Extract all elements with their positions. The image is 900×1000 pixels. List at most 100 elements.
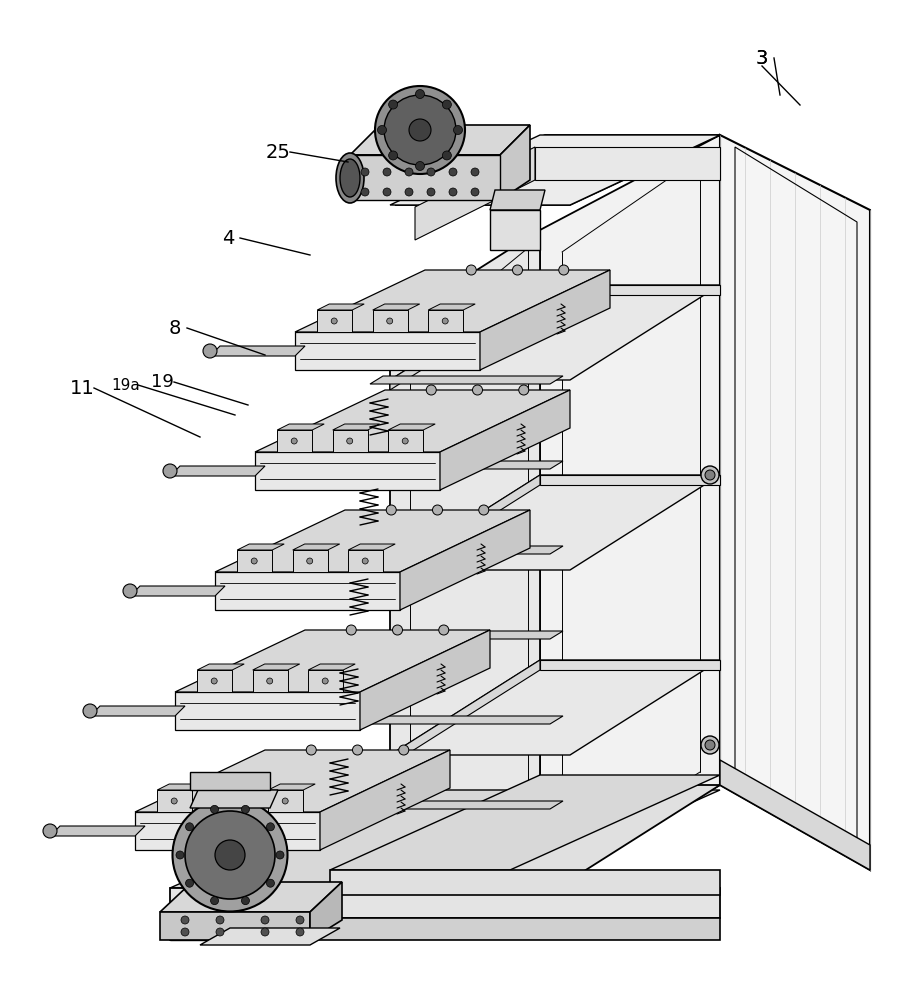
Circle shape [181, 916, 189, 924]
Circle shape [705, 740, 715, 750]
Polygon shape [308, 664, 356, 670]
Polygon shape [197, 664, 244, 670]
Polygon shape [428, 304, 475, 310]
Circle shape [261, 916, 269, 924]
Ellipse shape [340, 159, 360, 197]
Polygon shape [360, 630, 490, 730]
Ellipse shape [375, 86, 465, 174]
Polygon shape [90, 706, 185, 716]
Polygon shape [370, 546, 563, 554]
Circle shape [176, 851, 184, 859]
Circle shape [449, 168, 457, 176]
Polygon shape [333, 430, 368, 452]
Polygon shape [170, 888, 340, 918]
Ellipse shape [409, 119, 431, 141]
Circle shape [392, 625, 402, 635]
Polygon shape [268, 784, 315, 790]
Polygon shape [310, 882, 342, 940]
Circle shape [402, 438, 409, 444]
Polygon shape [320, 750, 450, 850]
Polygon shape [490, 210, 540, 250]
Circle shape [383, 188, 391, 196]
Circle shape [427, 188, 435, 196]
Circle shape [442, 318, 448, 324]
Circle shape [559, 265, 569, 275]
Text: 19a: 19a [112, 377, 140, 392]
Circle shape [466, 265, 476, 275]
Circle shape [389, 151, 398, 160]
Circle shape [212, 678, 217, 684]
Circle shape [416, 90, 425, 99]
Polygon shape [388, 424, 436, 430]
Polygon shape [370, 291, 563, 299]
Polygon shape [197, 670, 232, 692]
Polygon shape [210, 346, 305, 356]
Circle shape [203, 344, 217, 358]
Circle shape [443, 151, 452, 160]
Polygon shape [238, 544, 284, 550]
Circle shape [251, 558, 257, 564]
Circle shape [361, 188, 369, 196]
Circle shape [185, 879, 193, 887]
Circle shape [405, 188, 413, 196]
Polygon shape [388, 430, 423, 452]
Polygon shape [428, 310, 464, 332]
Polygon shape [277, 430, 312, 452]
Circle shape [472, 385, 482, 395]
Circle shape [705, 470, 715, 480]
Circle shape [241, 805, 249, 813]
Polygon shape [390, 660, 540, 765]
Polygon shape [373, 304, 419, 310]
Text: 3: 3 [756, 48, 769, 68]
Polygon shape [348, 544, 395, 550]
Polygon shape [370, 716, 563, 724]
Polygon shape [170, 466, 265, 476]
Circle shape [416, 161, 425, 170]
Circle shape [216, 916, 224, 924]
Circle shape [353, 745, 363, 755]
Polygon shape [390, 475, 720, 570]
Polygon shape [370, 376, 563, 384]
Polygon shape [440, 390, 570, 490]
Circle shape [296, 928, 304, 936]
Polygon shape [390, 135, 720, 205]
Polygon shape [317, 310, 352, 332]
Polygon shape [535, 147, 720, 180]
Text: 19: 19 [150, 373, 174, 391]
Ellipse shape [336, 153, 364, 203]
Polygon shape [255, 390, 570, 452]
Circle shape [701, 736, 719, 754]
Circle shape [266, 823, 274, 831]
Polygon shape [330, 870, 720, 895]
Polygon shape [390, 475, 540, 580]
Polygon shape [350, 155, 500, 200]
Circle shape [185, 823, 193, 831]
Circle shape [227, 798, 233, 804]
Circle shape [171, 798, 177, 804]
Circle shape [387, 318, 392, 324]
Circle shape [443, 100, 452, 109]
Circle shape [123, 584, 137, 598]
Circle shape [322, 678, 328, 684]
Polygon shape [390, 230, 540, 880]
Circle shape [306, 745, 316, 755]
Polygon shape [190, 790, 278, 808]
Ellipse shape [384, 95, 456, 165]
Circle shape [377, 125, 386, 134]
Circle shape [512, 265, 523, 275]
Text: 25: 25 [266, 142, 291, 161]
Circle shape [331, 318, 338, 324]
Polygon shape [255, 452, 440, 490]
Polygon shape [317, 304, 364, 310]
Circle shape [362, 558, 368, 564]
Polygon shape [175, 692, 360, 730]
Circle shape [383, 168, 391, 176]
Polygon shape [720, 760, 870, 870]
Polygon shape [292, 544, 339, 550]
Polygon shape [350, 125, 530, 155]
Circle shape [701, 466, 719, 484]
Polygon shape [130, 586, 225, 596]
Polygon shape [390, 285, 720, 380]
Polygon shape [268, 790, 303, 812]
Polygon shape [170, 790, 720, 888]
